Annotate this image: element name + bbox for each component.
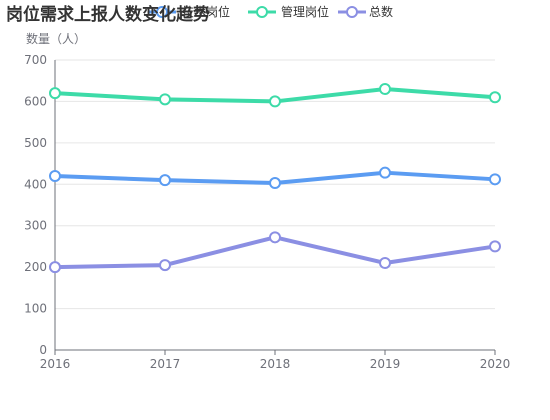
y-tick-label: 600 [24, 94, 47, 108]
data-point[interactable] [489, 173, 501, 186]
data-point[interactable] [379, 166, 391, 179]
data-point[interactable] [379, 257, 391, 269]
x-tick-label: 2019 [370, 357, 401, 371]
legend-marker-total [346, 6, 358, 18]
legend: 技术岗位 管理岗位 总数 [148, 4, 393, 19]
legend-item-management[interactable]: 管理岗位 [248, 4, 329, 19]
y-tick-label: 100 [24, 302, 47, 316]
y-tick-label: 0 [39, 343, 47, 357]
data-point[interactable] [159, 93, 171, 106]
y-axis-unit-label: 数量（人） [26, 31, 86, 46]
y-tick-label: 400 [24, 177, 47, 191]
chart-title: 岗位需求上报人数变化趋势 [6, 4, 210, 25]
legend-marker-management [256, 6, 268, 18]
data-point[interactable] [269, 95, 281, 108]
data-point[interactable] [159, 174, 171, 187]
data-point[interactable] [269, 231, 281, 244]
x-tick-label: 2020 [480, 357, 511, 371]
x-tick-label: 2018 [260, 357, 291, 371]
x-tick-label: 2016 [40, 357, 71, 371]
data-point[interactable] [49, 170, 61, 182]
data-point[interactable] [49, 87, 61, 100]
data-point[interactable] [379, 83, 391, 95]
data-point[interactable] [49, 261, 61, 274]
legend-item-technical[interactable]: 技术岗位 [148, 4, 230, 19]
y-tick-label: 300 [24, 219, 47, 233]
legend-label-total: 总数 [369, 4, 393, 19]
data-point[interactable] [489, 91, 501, 104]
axes: 0 100 200 300 400 500 600 700 2016 2017 2018 2019 20… [24, 53, 510, 371]
series-group [49, 83, 501, 274]
data-point[interactable] [489, 240, 501, 253]
legend-item-total[interactable]: 总数 [338, 4, 393, 19]
x-tick-label: 2017 [150, 357, 181, 371]
legend-label-technical: 技术岗位 [182, 4, 230, 19]
data-point[interactable] [159, 259, 171, 272]
y-tick-label: 500 [24, 136, 47, 150]
legend-label-management: 管理岗位 [281, 4, 329, 19]
y-tick-label: 200 [24, 260, 47, 274]
y-tick-label: 700 [24, 53, 47, 67]
legend-marker-technical [156, 6, 168, 18]
data-point[interactable] [269, 177, 281, 190]
